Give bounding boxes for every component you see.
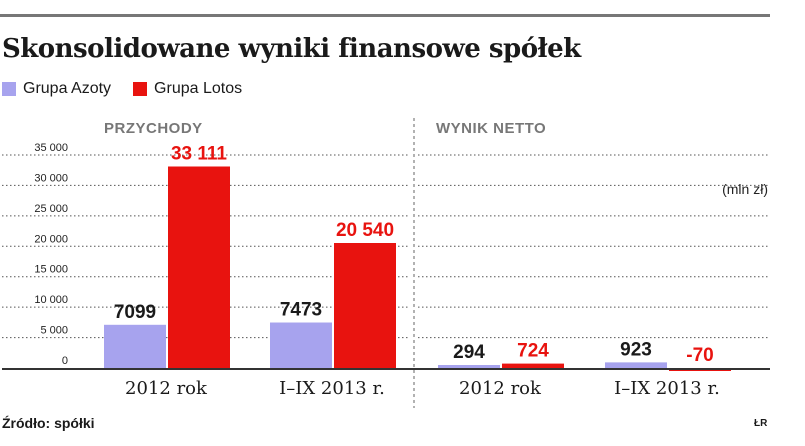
bar-azoty	[605, 362, 667, 368]
data-label: 923	[620, 339, 652, 360]
data-label: 724	[517, 341, 549, 362]
y-tick-label: 25 000	[34, 203, 68, 215]
legend-item-lotos: Grupa Lotos	[133, 80, 242, 98]
panel-title-wynik-netto: WYNIK NETTO	[436, 120, 546, 137]
y-tick-label: 10 000	[34, 294, 68, 306]
bar-lotos	[168, 166, 230, 368]
bar-azoty	[104, 324, 166, 368]
bar-azoty	[270, 322, 332, 368]
source-note: Źródło: spółki	[2, 415, 95, 431]
legend-label-lotos: Grupa Lotos	[154, 80, 243, 97]
legend-swatch-lotos	[133, 82, 148, 96]
panel-title-przychody: PRZYCHODY	[104, 120, 203, 137]
bar-lotos	[334, 242, 396, 368]
data-label: -70	[686, 345, 713, 366]
data-label: 7099	[114, 302, 156, 323]
data-label: 33 111	[171, 143, 227, 164]
legend-swatch-azoty	[2, 82, 16, 96]
data-label: 20 540	[336, 220, 394, 241]
data-label: 294	[453, 342, 485, 363]
data-label: 7473	[280, 300, 322, 321]
x-tick-label: I–IX 2013 r.	[279, 378, 385, 399]
x-tick-label: 2012 rok	[459, 378, 542, 399]
y-tick-label: 30 000	[34, 172, 68, 184]
y-tick-label: 20 000	[34, 233, 68, 245]
legend-label-azoty: Grupa Azoty	[23, 80, 112, 97]
y-tick-label: 35 000	[34, 142, 68, 154]
x-tick-label: 2012 rok	[125, 378, 208, 399]
bar-lotos	[502, 363, 564, 368]
author-initials: ŁR	[754, 418, 768, 429]
legend-item-azoty: Grupa Azoty	[2, 80, 111, 98]
bar-azoty	[438, 365, 500, 368]
x-tick-label: I–IX 2013 r.	[614, 378, 720, 399]
y-tick-label: 15 000	[34, 264, 68, 276]
legend: Grupa Azoty Grupa Lotos	[2, 80, 264, 98]
top-rule	[0, 14, 770, 17]
unit-label: (mln zł)	[722, 181, 768, 197]
y-tick-label: 0	[62, 355, 68, 367]
chart-title: Skonsolidowane wyniki finansowe spółek	[2, 34, 581, 64]
y-tick-label: 5 000	[40, 325, 68, 337]
